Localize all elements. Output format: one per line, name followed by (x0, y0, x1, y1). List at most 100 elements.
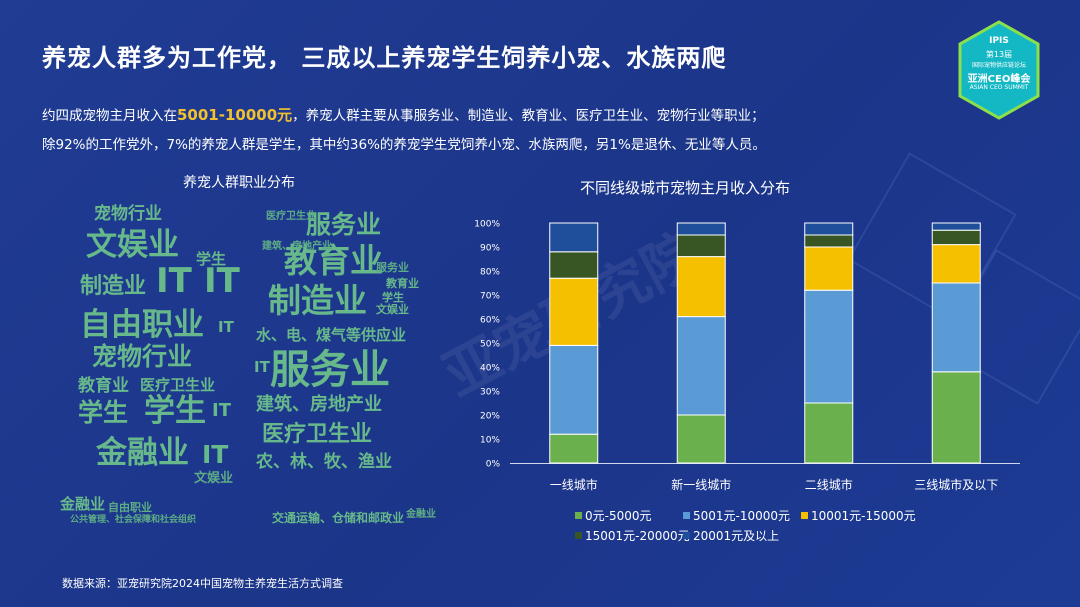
cloud-word: 医疗卫生业 (262, 422, 373, 447)
y-tick-label: 60% (480, 316, 500, 326)
y-tick-label: 30% (480, 388, 500, 398)
cloud-word: 农、林、牧、渔业 (256, 452, 392, 472)
cloud-word: 学生 (196, 250, 227, 268)
logo-brand: IPIS (989, 36, 1009, 46)
cloud-word: 服务业 (306, 210, 382, 239)
cloud-word: 宠物行业 (94, 204, 162, 224)
y-tick-label: 10% (480, 436, 500, 446)
bar-segment (549, 433, 599, 464)
y-tick-label: 80% (480, 268, 500, 278)
legend-item: 5001元-10000元 (683, 507, 790, 524)
legend-swatch (683, 532, 690, 539)
cloud-word: 建筑、房地产业 (256, 394, 382, 415)
y-tick-label: 0% (486, 460, 501, 470)
income-highlight: 5001-10000元 (177, 106, 293, 124)
legend-swatch (575, 532, 582, 539)
description-line-2: 除92%的工作党外，7%的养宠人群是学生，其中约36%的养宠学生党饲养小宠、水族… (42, 137, 766, 153)
cloud-word: 医疗卫生业 (266, 211, 316, 222)
bar-segment (804, 402, 854, 464)
income-stacked-bar-chart: 0% 10% 20% 30% 40% 50% 60% 70% 80% 90% 100% 一线城市 新一线… (474, 220, 1020, 492)
cloud-word: 学生 (144, 393, 206, 429)
legend-swatch (683, 512, 690, 519)
legend-item: 20001元及以上 (683, 527, 779, 544)
bar-segment (676, 222, 726, 236)
chart-title: 不同线级城市宠物主月收入分布 (580, 179, 791, 197)
summit-logo: IPIS 第13届 国际宠物供应链论坛 亚洲CEO峰会 ASIAN CEO SU… (958, 20, 1040, 120)
y-tick-label: 20% (480, 412, 500, 422)
cloud-word: 金融业 (406, 509, 436, 520)
legend-label: 10001元-15000元 (811, 509, 916, 523)
cloud-word: 水、电、煤气等供应业 (256, 326, 407, 344)
cloud-word: 医疗卫生业 (140, 376, 216, 394)
cloud-word: 服务业 (270, 347, 390, 393)
cloud-word: IT (218, 318, 234, 336)
bar-segment (676, 414, 726, 464)
cloud-word: IT (204, 261, 240, 301)
bar-segment (804, 222, 854, 236)
cloud-word: IT (254, 358, 270, 376)
cloud-word: IT (202, 440, 229, 469)
x-tick-label: 新一线城市 (671, 477, 731, 492)
bar-segment (549, 222, 599, 253)
bar-segment (931, 222, 981, 231)
x-tick-label: 一线城市 (550, 477, 598, 492)
cloud-word: 教育业 (386, 277, 419, 290)
cloud-word: 教育业 (78, 376, 129, 396)
bar-segment (676, 256, 726, 318)
x-tick-label: 二线城市 (805, 477, 853, 492)
y-tick-label: 100% (474, 220, 500, 230)
legend-item: 10001元-15000元 (801, 507, 916, 524)
cloud-word: 服务业 (376, 261, 409, 274)
cloud-word: 宠物行业 (92, 342, 193, 371)
description-line-1: 约四成宠物主月收入在5001-10000元，养宠人群主要从事服务业、制造业、教育… (42, 106, 765, 124)
cloud-word: 学生 (382, 291, 404, 304)
legend-label: 15001元-20000元 (585, 529, 690, 543)
legend-swatch (801, 512, 808, 519)
legend-item: 0元-5000元 (575, 507, 652, 524)
bar-segment (804, 234, 854, 248)
logo-forum: 国际宠物供应链论坛 (971, 62, 1026, 69)
logo-edition: 第13届 (985, 50, 1013, 59)
x-tick-label: 三线城市及以下 (914, 477, 998, 492)
bar-segment (549, 251, 599, 279)
legend-swatch (575, 512, 582, 519)
legend-label: 0元-5000元 (585, 509, 652, 523)
cloud-word: 金融业 (96, 435, 189, 471)
logo-summit-cn: 亚洲CEO峰会 (967, 74, 1031, 85)
y-tick-label: 50% (480, 340, 500, 350)
page-title: 养宠人群多为工作党， 三成以上养宠学生饲养小宠、水族两爬 (42, 44, 727, 72)
cloud-word: 交通运输、仓储和邮政业 (272, 511, 405, 525)
occupation-wordcloud: 宠物行业 文娱业 学生 制造业 IT IT 自由职业 IT 宠物行业 教育业 医… (56, 192, 436, 540)
cloud-word: 文娱业 (86, 227, 179, 263)
bar-segment (804, 289, 854, 404)
cloud-word: 文娱业 (194, 471, 234, 486)
cloud-word: IT (156, 261, 192, 301)
cloud-word: 建筑、房地产业 (262, 241, 332, 252)
logo-summit-en: ASIAN CEO SUMMIT (969, 84, 1029, 91)
cloud-word: IT (212, 400, 231, 421)
bar-segment (804, 246, 854, 291)
cloud-word: 制造业 (268, 281, 367, 320)
bar-segment (931, 244, 981, 284)
bar-segment (931, 229, 981, 246)
cloud-word: 金融业 (60, 495, 106, 513)
cloud-word: 文娱业 (376, 303, 409, 316)
cloud-word: 教育业 (284, 241, 383, 280)
data-source: 数据来源：亚宠研究院2024中国宠物主养宠生活方式调查 (62, 577, 343, 590)
cloud-word: 自由职业 (80, 307, 204, 343)
legend-label: 20001元及以上 (693, 529, 780, 543)
description: 约四成宠物主月收入在5001-10000元，养宠人群主要从事服务业、制造业、教育… (42, 101, 766, 160)
bar-segment (676, 316, 726, 416)
y-tick-label: 40% (480, 364, 500, 374)
logo-hexagon-icon (958, 20, 1040, 120)
bar-segment (549, 344, 599, 435)
bar-segment (931, 282, 981, 373)
cloud-word: 学生 (78, 398, 129, 427)
bar-segment (676, 234, 726, 258)
wordcloud-title: 养宠人群职业分布 (183, 175, 295, 191)
legend-label: 5001元-10000元 (693, 509, 791, 523)
y-tick-label: 90% (480, 244, 500, 254)
bar-segment (931, 371, 981, 464)
y-tick-label: 70% (480, 292, 500, 302)
